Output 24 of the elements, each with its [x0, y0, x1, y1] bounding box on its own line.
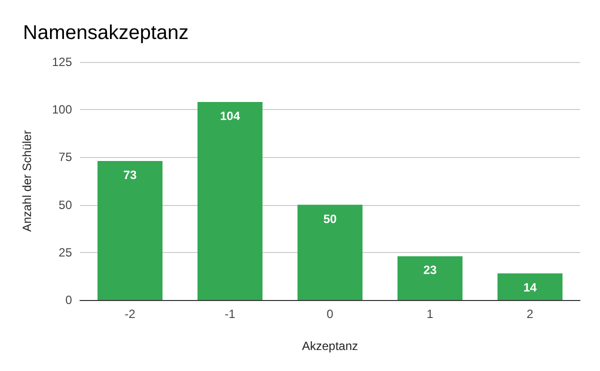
x-tick-label: 2 [526, 307, 534, 321]
x-tick-label: -2 [124, 307, 136, 321]
bar [98, 161, 162, 300]
x-tick-label: 1 [426, 307, 434, 321]
y-tick-label: 0 [65, 293, 72, 307]
y-axis-title: Anzahl der Schüler [20, 130, 34, 232]
bar [198, 102, 262, 300]
y-tick-label: 50 [58, 198, 72, 212]
y-tick-label: 25 [58, 245, 72, 260]
bar [498, 273, 562, 300]
data-label: 73 [123, 168, 137, 182]
y-tick-label: 100 [52, 102, 72, 117]
data-label: 23 [423, 263, 437, 278]
data-label: 104 [220, 108, 240, 123]
bar [298, 204, 362, 300]
y-tick-label: 75 [58, 150, 72, 164]
bar [398, 256, 462, 300]
x-tick-label: 0 [326, 307, 334, 321]
x-tick-label: -1 [224, 307, 236, 321]
x-axis-title: Akzeptanz [302, 339, 358, 353]
y-tick-label: 125 [52, 55, 72, 69]
data-label: 50 [323, 212, 337, 226]
chart-title: Namensakzeptanz [23, 22, 189, 44]
data-label: 14 [523, 280, 537, 294]
